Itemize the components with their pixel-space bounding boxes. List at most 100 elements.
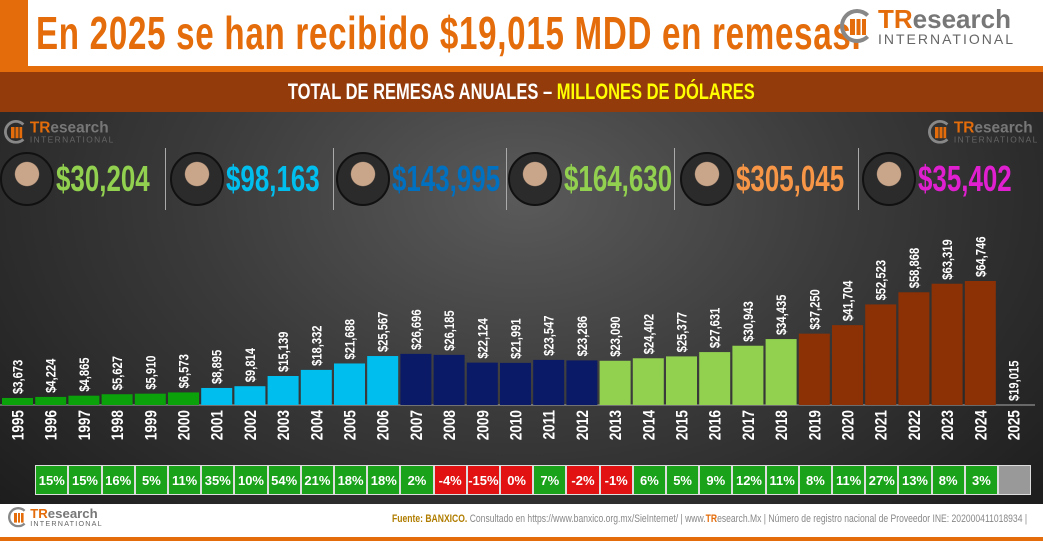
value-label: $4,224 <box>44 359 59 393</box>
value-label: $25,567 <box>376 312 391 352</box>
value-label: $22,124 <box>475 318 490 358</box>
growth-cell-2000: 11% <box>168 465 202 495</box>
bar-2005 <box>334 363 365 405</box>
value-label: $63,319 <box>940 239 955 279</box>
bar-chart: $3,673 1995 $4,224 1996 $4,865 1997 $5,627 1998… <box>0 237 1035 441</box>
president-zedillo: $30,204 <box>0 150 186 208</box>
bar-2020 <box>832 325 863 405</box>
source-label: Fuente: BANXICO. <box>392 513 468 525</box>
year-label: 2003 <box>275 410 294 440</box>
value-label: $23,090 <box>608 316 623 356</box>
growth-cell-2009: -15% <box>466 465 500 495</box>
year-label: 1997 <box>76 410 95 440</box>
year-label: 2006 <box>374 410 393 440</box>
president-total: $30,204 <box>56 158 150 199</box>
growth-cell-2014: 6% <box>632 465 666 495</box>
value-label: $21,991 <box>508 318 523 358</box>
chart-subtitle: TOTAL DE REMESAS ANUALES – MILLONES DE D… <box>0 72 1043 112</box>
value-label: $25,377 <box>674 312 689 352</box>
bar-1995 <box>2 397 33 405</box>
bar-2007 <box>400 353 432 405</box>
president-photo <box>508 152 562 206</box>
growth-cell-2004: 21% <box>300 465 334 495</box>
bar-1997 <box>68 395 100 405</box>
logo-mark-icon <box>4 120 28 144</box>
logo-intl: INTERNATIONAL <box>953 134 1039 145</box>
divider <box>506 148 507 210</box>
value-label: $64,746 <box>973 237 988 277</box>
tresearch-logo: TResearch INTERNATIONAL <box>840 6 1015 46</box>
divider <box>674 148 675 210</box>
growth-cell-2007: 2% <box>400 465 434 495</box>
bar-2024 <box>964 281 996 405</box>
value-label: $15,139 <box>276 332 291 372</box>
value-label: $5,627 <box>110 356 125 390</box>
value-label: $58,868 <box>907 248 922 288</box>
bar-2018 <box>765 339 797 405</box>
bar-2014 <box>632 358 664 405</box>
growth-cell-2018: 11% <box>765 465 799 495</box>
bar-2001 <box>201 387 233 405</box>
footer-bar <box>0 537 1043 541</box>
source-note: Fuente: BANXICO. Consultado en https://w… <box>392 513 1027 525</box>
growth-cell-2010: 0% <box>500 465 534 495</box>
year-label: 2020 <box>839 410 858 440</box>
logo-tr: TR <box>30 505 48 521</box>
chart-area: TResearch INTERNATIONAL TResearch INTERNAT… <box>0 112 1043 541</box>
value-label: $5,910 <box>143 355 158 389</box>
growth-cell-2011: 7% <box>533 465 567 495</box>
year-label: 2002 <box>242 410 261 440</box>
bar-2004 <box>300 369 332 405</box>
logo-tr: TR <box>29 118 51 137</box>
growth-cell-1999: 5% <box>134 465 168 495</box>
source-url: Consultado en https://www.banxico.org.mx… <box>467 513 706 525</box>
year-label: 1998 <box>109 410 128 441</box>
year-label: 2024 <box>972 410 991 441</box>
bar-1999 <box>134 393 166 405</box>
value-label: $18,332 <box>309 325 324 365</box>
year-label: 2004 <box>308 410 327 441</box>
value-label: $6,573 <box>176 354 191 388</box>
logo-mark-icon <box>8 507 29 528</box>
value-label: $23,286 <box>575 316 590 356</box>
page-title: En 2025 se han recibido $19,015 MDD en r… <box>36 7 862 59</box>
bar-2006 <box>367 356 399 405</box>
president-total: $305,045 <box>736 158 845 199</box>
bar-2023 <box>931 283 963 405</box>
bar-2008 <box>433 354 465 405</box>
header-band: En 2025 se han recibido $19,015 MDD en r… <box>0 0 1043 72</box>
growth-cell-1998: 16% <box>101 465 135 495</box>
value-label: $30,943 <box>741 301 756 341</box>
bar-2003 <box>267 376 299 405</box>
bar-2022 <box>898 292 930 405</box>
year-label: 2025 <box>1005 410 1024 441</box>
bar-2011 <box>533 359 565 405</box>
watermark-logo-left: TResearch INTERNATIONAL <box>4 120 115 144</box>
year-label: 2013 <box>607 410 626 440</box>
bar-2010 <box>500 362 531 405</box>
year-label: 2012 <box>574 410 593 440</box>
growth-cell-2020: 11% <box>832 465 866 495</box>
year-label: 1995 <box>9 410 28 441</box>
site-tr: TR <box>705 513 718 525</box>
year-label: 2008 <box>441 410 460 441</box>
year-label: 2016 <box>706 410 725 440</box>
bar-2009 <box>466 362 498 405</box>
value-label: $52,523 <box>874 260 889 300</box>
growth-cell-2012: -2% <box>566 465 600 495</box>
logo-rest: esearch <box>974 118 1033 137</box>
footer-logo: TResearch INTERNATIONAL <box>8 505 103 528</box>
footer: TResearch INTERNATIONAL Fuente: BANXICO. … <box>0 504 1043 541</box>
bar-2015 <box>666 356 697 405</box>
bar-2000 <box>168 392 199 405</box>
growth-cell-1997: 15% <box>68 465 102 495</box>
logo-intl: INTERNATIONAL <box>29 134 115 145</box>
year-label: 2017 <box>740 410 759 440</box>
value-label: $9,814 <box>243 348 258 382</box>
bar-2017 <box>732 345 764 405</box>
growth-cell-2015: 5% <box>666 465 700 495</box>
year-label: 2009 <box>474 410 493 440</box>
president-photo <box>0 152 54 206</box>
logo-rest: esearch <box>50 118 109 137</box>
growth-cell-2019: 8% <box>798 465 832 495</box>
